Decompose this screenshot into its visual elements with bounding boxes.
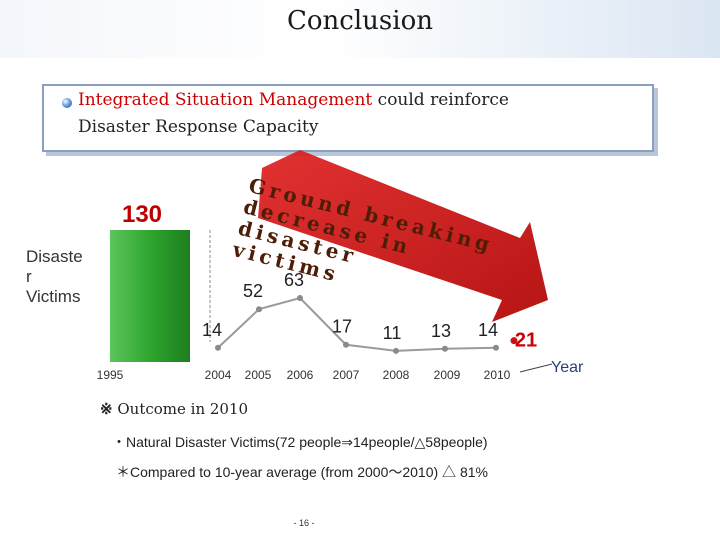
data-label-2010: 14 <box>478 320 498 340</box>
year-axis-line <box>519 363 553 373</box>
point-2004 <box>215 344 221 351</box>
outcome-title: Outcome in 2010 <box>117 400 249 418</box>
title-band <box>0 0 720 58</box>
outcome-line-1: ・Natural Disaster Victims(72 people⇒14pe… <box>112 434 488 450</box>
x-tick-2008: 2008 <box>383 368 410 382</box>
callout-highlight: Integrated Situation Management <box>78 90 373 110</box>
point-2008 <box>393 347 399 354</box>
callout-line-1: Integrated Situation Management could re… <box>78 90 509 110</box>
page-title: Conclusion <box>287 6 433 36</box>
x-tick-2007: 2007 <box>333 368 360 382</box>
callout-line-2: Disaster Response Capacity <box>78 117 319 137</box>
bar-1995 <box>110 230 190 362</box>
y-axis-label: Disaste r Victims <box>26 247 83 306</box>
reference-mark: ※ <box>100 400 113 418</box>
x-tick-1995: 1995 <box>97 368 124 382</box>
x-tick-2004: 2004 <box>205 368 232 382</box>
point-2010 <box>493 344 499 351</box>
callout-rest: could reinforce <box>372 90 509 110</box>
highlight-label-2010: 21 <box>515 330 537 352</box>
x-tick-2005: 2005 <box>245 368 272 382</box>
x-tick-2010: 2010 <box>484 368 511 382</box>
data-label-1995: 130 <box>122 201 162 228</box>
point-2007 <box>343 341 349 348</box>
outcome-line-2: ＊Compared to 10-year average (from 2000～… <box>116 464 488 480</box>
point-2005 <box>256 306 262 313</box>
decrease-arrow <box>258 150 548 322</box>
point-2006 <box>297 295 303 302</box>
point-2009 <box>442 345 448 352</box>
outcome-heading: ※ Outcome in 2010 <box>100 400 248 418</box>
data-label-2006: 63 <box>284 270 304 290</box>
data-label-2009: 13 <box>431 321 451 341</box>
x-tick-2006: 2006 <box>287 368 314 382</box>
x-tick-2009: 2009 <box>434 368 461 382</box>
data-label-2008: 11 <box>383 323 402 343</box>
data-label-2005: 52 <box>243 281 263 301</box>
point-highlight-2010 <box>510 337 518 345</box>
data-label-2004: 14 <box>202 320 222 340</box>
summary-callout: Integrated Situation Management could re… <box>42 84 654 152</box>
bullet-icon <box>62 98 72 108</box>
page-number: - 16 - <box>293 518 315 528</box>
x-axis-label: Year <box>551 359 584 376</box>
data-label-2007: 17 <box>332 317 352 337</box>
